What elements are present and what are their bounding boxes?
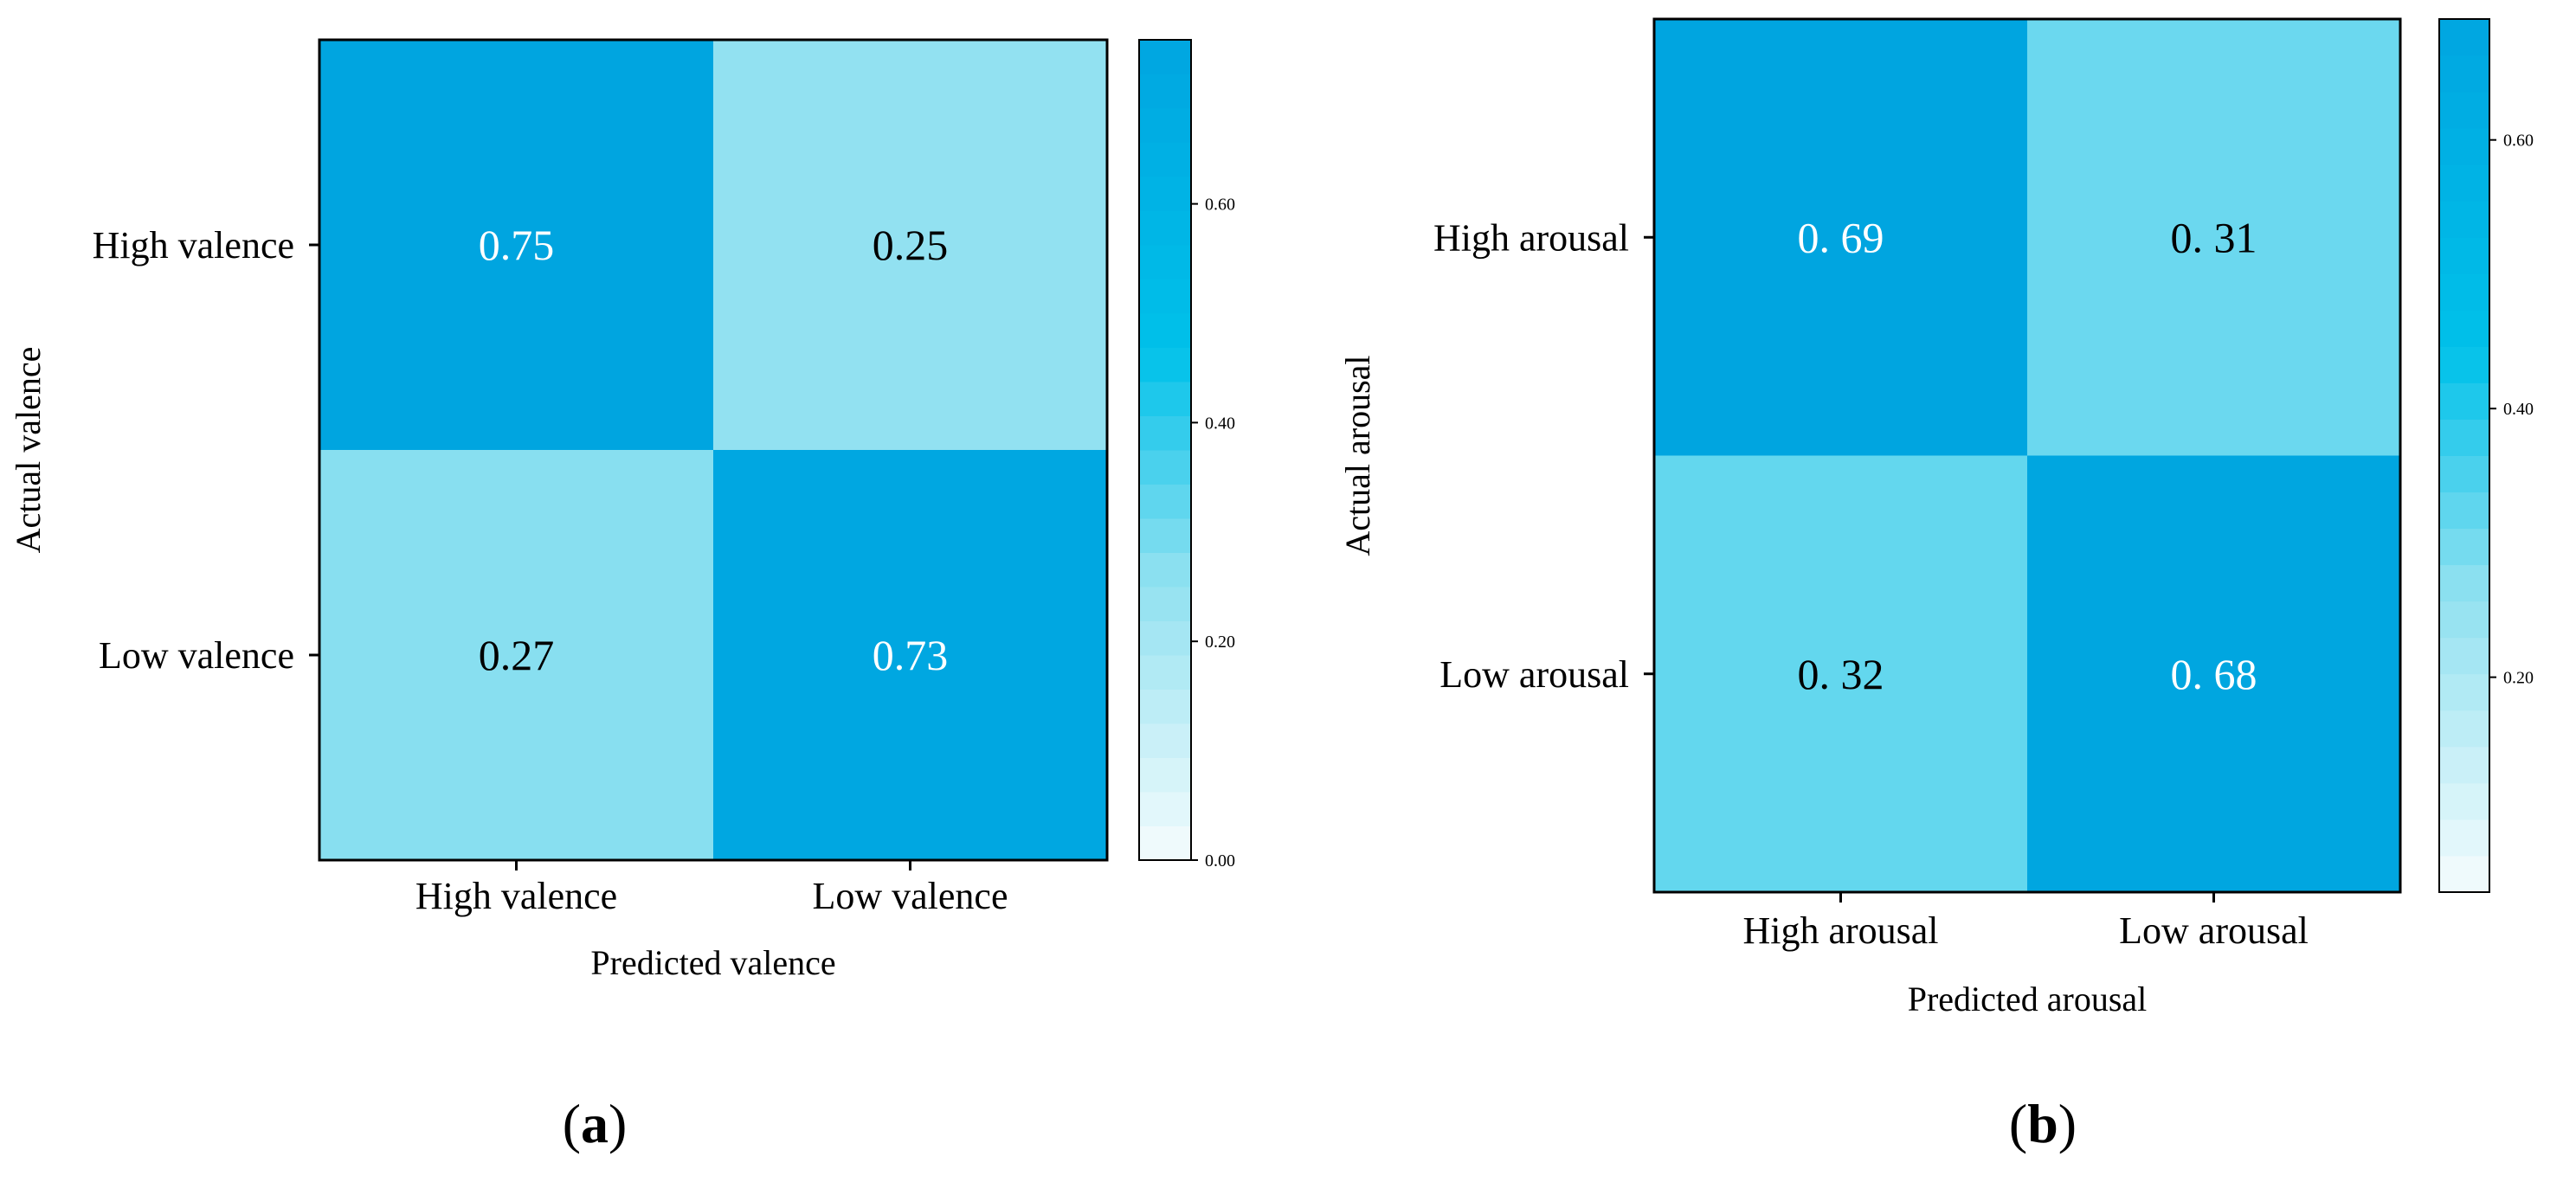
colorbar-segment <box>2439 855 2489 893</box>
y-axis-title: Actual valence <box>9 347 48 554</box>
y-tick-label: High arousal <box>1433 216 1629 259</box>
colorbar-tick-label: 0.20 <box>1205 633 1235 652</box>
cell-value-label: 0.25 <box>873 221 949 269</box>
heatmap-cell <box>713 450 1107 860</box>
cell-value-label: 0.27 <box>479 631 555 679</box>
colorbar-segment <box>1139 723 1191 758</box>
x-tick-label: Low arousal <box>2119 909 2309 952</box>
panel-letter: a <box>581 1093 609 1154</box>
colorbar-segment <box>2439 601 2489 639</box>
cell-value-label: 0. 68 <box>2171 650 2257 698</box>
colorbar-tick-label: 0.40 <box>1205 414 1235 433</box>
x-tick-label: High valence <box>415 875 617 917</box>
panel-b-confusion-matrix: 0. 69 0. 31 0. 32 0. 68 High arousal Low arou… <box>1338 17 2534 1154</box>
colorbar-segment <box>2439 346 2489 383</box>
colorbar-segment <box>1139 518 1191 553</box>
colorbar-segment <box>2439 382 2489 420</box>
colorbar-segment <box>2439 819 2489 857</box>
colorbar-segment <box>1139 177 1191 211</box>
colorbar-segment <box>1139 689 1191 724</box>
colorbar-tick-label: 0.60 <box>2503 132 2534 151</box>
colorbar-segment <box>1139 825 1191 861</box>
x-axis-title: Predicted arousal <box>1908 980 2148 1018</box>
panel-label: (b) <box>2009 1093 2077 1154</box>
heatmap-cell <box>1654 455 2027 892</box>
colorbar-segment <box>1139 484 1191 519</box>
colorbar-segment <box>2439 273 2489 311</box>
heatmap-cell <box>319 40 713 450</box>
colorbar-segment <box>2439 201 2489 238</box>
x-tick-label: Low valence <box>813 875 1008 917</box>
colorbar-segment <box>1139 792 1191 826</box>
x-tick-label: High arousal <box>1742 909 1938 952</box>
colorbar-segment <box>2439 710 2489 748</box>
panel-label: (a) <box>563 1093 628 1154</box>
colorbar-segment <box>2439 564 2489 602</box>
colorbar-segment <box>2439 128 2489 165</box>
colorbar-segment <box>2439 673 2489 711</box>
heatmap-frame <box>318 38 1109 862</box>
colorbar-segment <box>1139 245 1191 279</box>
colorbar-frame <box>2438 18 2490 893</box>
colorbar-segment <box>1139 347 1191 382</box>
colorbar-segment <box>1139 450 1191 485</box>
cell-value-label: 0.75 <box>479 221 555 269</box>
colorbar-segment <box>2439 746 2489 784</box>
colorbar-segment <box>1139 757 1191 793</box>
x-axis-title: Predicted valence <box>590 943 835 982</box>
colorbar-segment <box>1139 620 1191 656</box>
colorbar-segment <box>1139 74 1191 109</box>
colorbar-frame <box>1138 39 1192 861</box>
colorbar-segment <box>1139 415 1191 451</box>
colorbar-segment <box>2439 237 2489 274</box>
cell-value-label: 0. 69 <box>1798 213 1884 261</box>
panel-a-confusion-matrix: 0.75 0.25 0.27 0.73 High valence Low valence H… <box>9 38 1235 1154</box>
colorbar-segment <box>2439 491 2489 530</box>
cell-value-label: 0. 32 <box>1798 650 1884 698</box>
colorbar-segment <box>1139 313 1191 348</box>
colorbar-segment <box>2439 164 2489 202</box>
colorbar-segment <box>1139 552 1191 588</box>
colorbar-segment <box>2439 310 2489 347</box>
heatmap-cell <box>319 450 713 860</box>
colorbar-segment <box>1139 587 1191 621</box>
cell-value-label: 0.73 <box>873 631 949 679</box>
colorbar-segment <box>1139 279 1191 314</box>
colorbar-segment <box>2439 637 2489 675</box>
colorbar-segment <box>1139 40 1191 74</box>
colorbar-tick-label: 0.60 <box>1205 196 1235 215</box>
panel-letter: b <box>2027 1093 2058 1154</box>
colorbar-segment <box>2439 19 2489 56</box>
heatmap-frame <box>1652 17 2402 894</box>
y-axis-title: Actual arousal <box>1338 355 1377 556</box>
colorbar-segment <box>2439 92 2489 129</box>
y-tick-label: Low valence <box>99 634 294 677</box>
colorbar-tick-label: 0.40 <box>2503 400 2534 419</box>
colorbar-segment <box>1139 108 1191 143</box>
colorbar-tick-label: 0.20 <box>2503 669 2534 688</box>
colorbar-segment <box>1139 142 1191 177</box>
colorbar-tick-label: 0.00 <box>1205 851 1235 870</box>
colorbar-segment <box>1139 382 1191 416</box>
colorbar-segment <box>1139 655 1191 690</box>
heatmap-cell <box>2027 19 2400 456</box>
cell-value-label: 0. 31 <box>2171 213 2257 261</box>
colorbar-segment <box>2439 55 2489 93</box>
y-tick-label: Low arousal <box>1439 653 1629 696</box>
colorbar-segment <box>2439 528 2489 566</box>
colorbar-segment <box>1139 210 1191 246</box>
colorbar-segment <box>2439 455 2489 493</box>
colorbar-segment <box>2439 419 2489 456</box>
colorbar-segment <box>2439 782 2489 820</box>
y-tick-label: High valence <box>93 224 294 267</box>
heatmap-cell <box>1654 19 2027 456</box>
heatmap-cell <box>713 40 1107 450</box>
heatmap-cell <box>2027 455 2400 892</box>
